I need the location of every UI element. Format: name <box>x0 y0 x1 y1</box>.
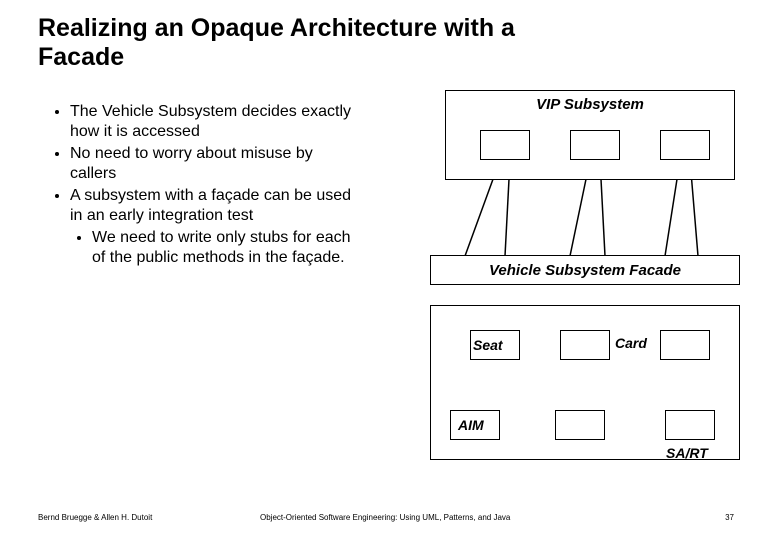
seat-label: Seat <box>473 337 503 353</box>
sart-box <box>665 410 715 440</box>
anon-box <box>555 410 605 440</box>
card-label: Card <box>615 335 647 351</box>
vip-inner-box <box>480 130 530 160</box>
architecture-diagram: VIP Subsystem Vehicle Subsystem Facade S… <box>420 90 740 478</box>
bullet-item: No need to worry about misuse by callers <box>70 144 362 184</box>
footer-title: Object-Oriented Software Engineering: Us… <box>260 513 510 522</box>
card-box <box>560 330 610 360</box>
aim-label: AIM <box>458 417 484 433</box>
footer-author: Bernd Bruegge & Allen H. Dutoit <box>38 513 152 522</box>
vip-inner-box <box>660 130 710 160</box>
facade-box: Vehicle Subsystem Facade <box>430 255 740 285</box>
bullet-item: A subsystem with a façade can be used in… <box>70 186 362 268</box>
slide-title: Realizing an Opaque Architecture with a … <box>38 14 558 72</box>
bullet-item: The Vehicle Subsystem decides exactly ho… <box>70 102 362 142</box>
facade-label: Vehicle Subsystem Facade <box>489 262 681 279</box>
page-number: 37 <box>725 513 734 522</box>
anon-box <box>660 330 710 360</box>
bullet-sub-item: We need to write only stubs for each of … <box>92 228 362 268</box>
bullet-list: The Vehicle Subsystem decides exactly ho… <box>52 102 362 270</box>
sart-label: SA/RT <box>666 445 708 461</box>
vip-inner-box <box>570 130 620 160</box>
vip-subsystem-label: VIP Subsystem <box>445 96 735 113</box>
